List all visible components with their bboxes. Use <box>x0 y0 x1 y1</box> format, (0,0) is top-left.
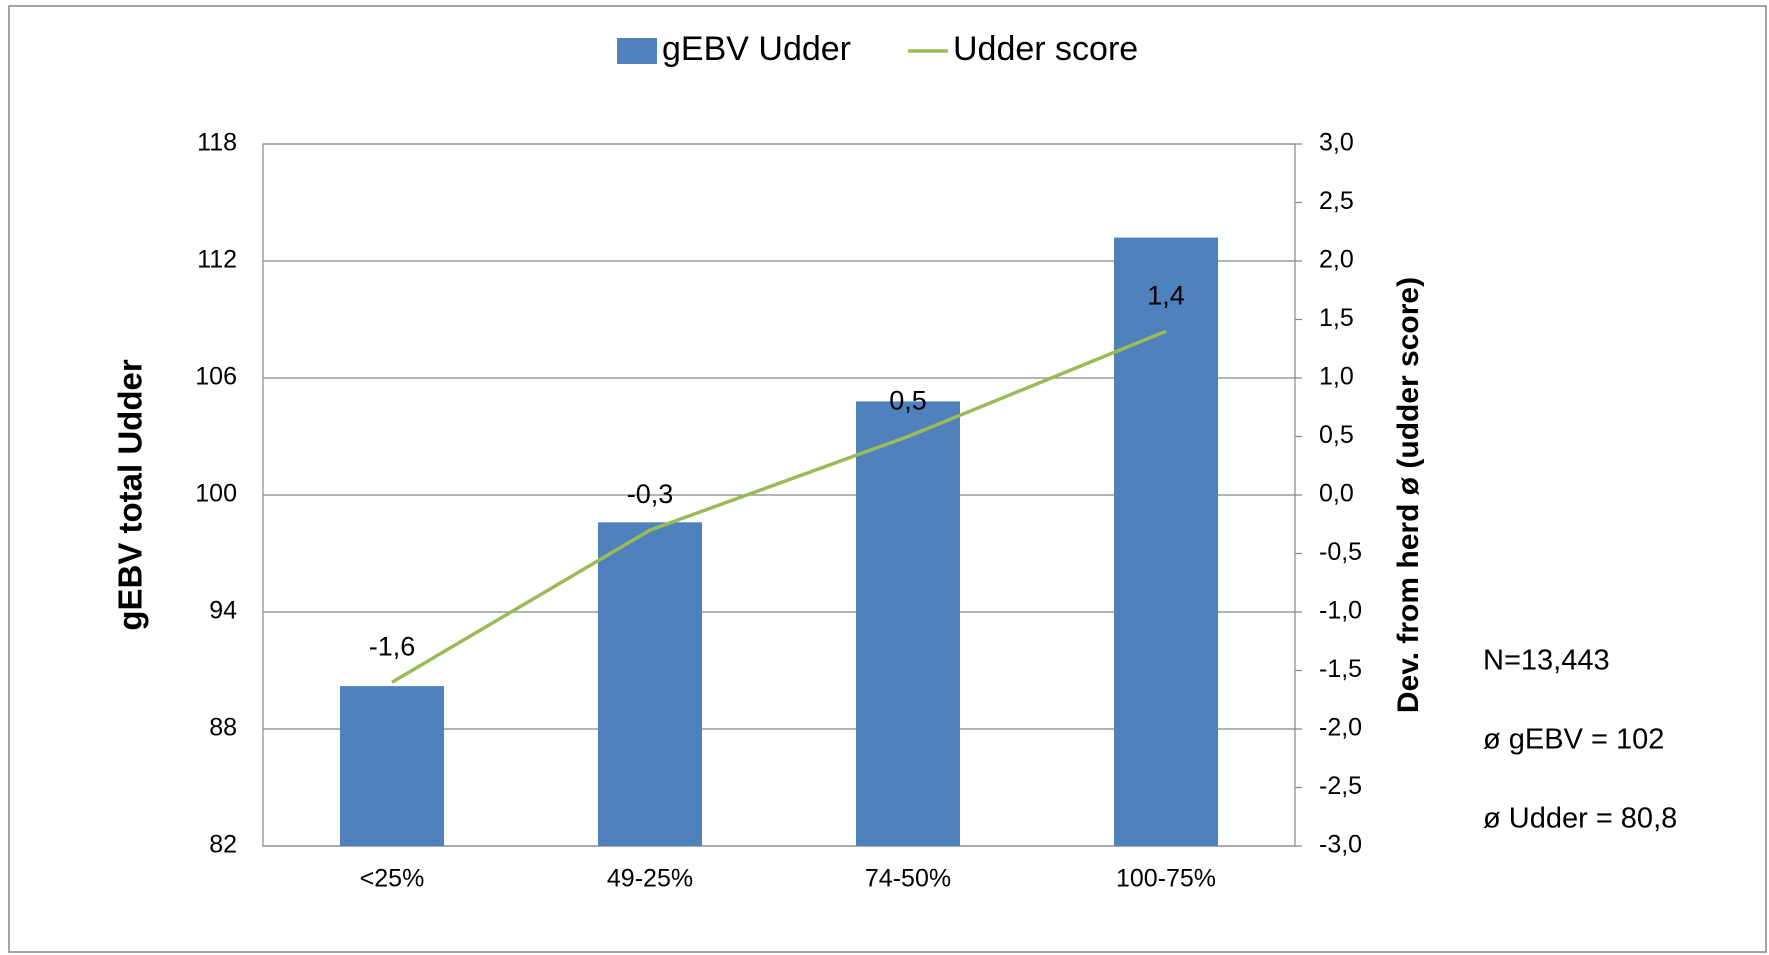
y2-tick-label: 0,0 <box>1319 480 1354 508</box>
legend-label: Udder score <box>953 30 1138 68</box>
annotation: ø Udder = 80,8 <box>1483 803 1677 835</box>
y-tick-label: 88 <box>209 714 237 742</box>
y2-tick-label: -3,0 <box>1319 831 1362 859</box>
y2-tick-label: -0,5 <box>1319 538 1362 566</box>
y-tick-label: 82 <box>209 831 237 859</box>
y2-tick-label: 1,5 <box>1319 304 1354 332</box>
y2-tick-label: 0,5 <box>1319 421 1354 449</box>
y2-tick-label: 1,0 <box>1319 363 1354 391</box>
annotation: N=13,443 <box>1483 645 1610 677</box>
y2-tick-label: -1,0 <box>1319 597 1362 625</box>
y-axis-title: gEBV total Udder <box>112 359 149 631</box>
y2-axis-title: Dev. from herd ø (udder score) <box>1392 277 1425 713</box>
y-tick-label: 118 <box>197 129 237 157</box>
x-tick-label: <25% <box>360 865 425 893</box>
y2-tick-label: -2,0 <box>1319 714 1362 742</box>
annotation: ø gEBV = 102 <box>1483 724 1664 756</box>
y2-tick-label: -2,5 <box>1319 772 1362 800</box>
plot-border <box>262 143 1296 847</box>
bar <box>1114 237 1218 847</box>
data-label: 0,5 <box>889 386 927 416</box>
bar <box>598 522 702 846</box>
y2-tick-label: -1,5 <box>1319 655 1362 683</box>
data-label: -1,6 <box>369 631 416 661</box>
x-tick-label: 49-25% <box>607 865 693 893</box>
y2-tick-label: 2,5 <box>1319 187 1354 215</box>
y2-tick-label: 2,0 <box>1319 246 1354 274</box>
y-tick-label: 112 <box>197 246 237 274</box>
x-tick-label: 100-75% <box>1116 865 1216 893</box>
y-tick-label: 100 <box>195 480 237 508</box>
bar <box>856 401 960 846</box>
bar <box>340 686 444 846</box>
y-tick-label: 94 <box>209 597 237 625</box>
y-tick-label: 106 <box>195 363 237 391</box>
legend-swatch <box>617 38 657 64</box>
data-label: -0,3 <box>627 479 674 509</box>
x-tick-label: 74-50% <box>865 865 951 893</box>
legend-label: gEBV Udder <box>662 30 851 68</box>
y2-tick-label: 3,0 <box>1319 129 1354 157</box>
data-label: 1,4 <box>1147 280 1185 310</box>
line <box>391 329 1167 684</box>
